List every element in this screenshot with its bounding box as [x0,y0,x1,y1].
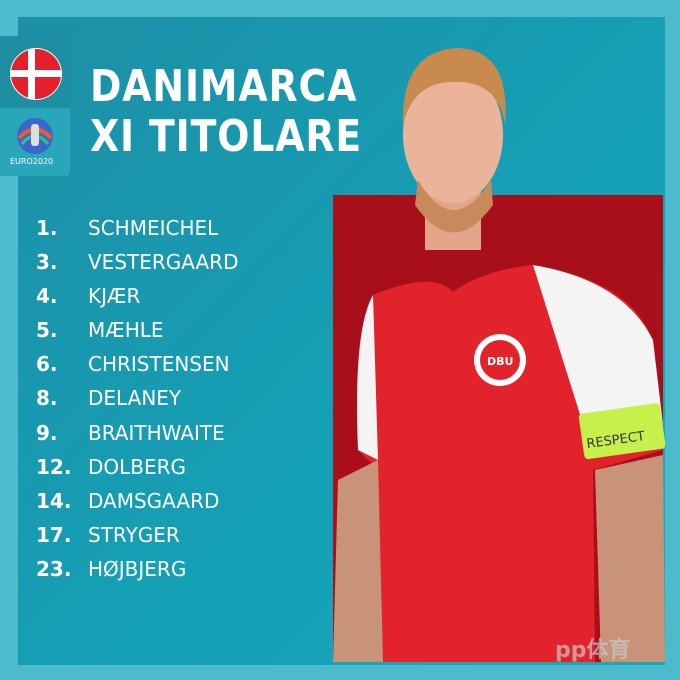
list-item: 6. CHRISTENSEN [36,352,238,386]
page-title: DANIMARCA XI TITOLARE [90,62,362,162]
player-number: 1. [36,216,58,240]
player-name: KJÆR [88,284,141,309]
player-name: DOLBERG [88,454,187,479]
list-item: 8. DELANEY [36,386,238,420]
list-item: 12. DOLBERG [36,455,238,489]
player-name: HØJBJERG [88,556,187,581]
player-number: 12. [36,454,72,479]
player-name: DAMSGAARD [88,488,220,513]
player-name: BRAITHWAITE [88,420,225,445]
player-number: 6. [36,352,58,377]
list-item: 9. BRAITHWAITE [36,421,238,455]
list-item: 14. DAMSGAARD [36,489,238,523]
player-illustration: RESPECT DBU [333,48,665,662]
list-item: 4. KJÆR [36,284,238,318]
watermark-logo: pp体育 [555,638,631,663]
player-number: 8. [36,386,58,411]
player-name: STRYGER [88,522,180,547]
title-line-2: XI TITOLARE [90,111,363,162]
list-item: 1. SCHMEICHEL [36,216,238,250]
player-name: SCHMEICHEL [88,216,219,240]
euro2020-logo-text: EURO2020 [10,157,54,166]
list-item: 5. MÆHLE [36,318,238,352]
player-number: 17. [36,522,72,547]
flag-container [0,36,70,108]
lineup-list: 1. SCHMEICHEL 3. VESTERGAARD 4. KJÆR 5. MÆHL… [36,216,238,591]
player-name: DELANEY [88,386,182,411]
list-item: 3. VESTERGAARD [36,250,238,284]
player-name: CHRISTENSEN [88,352,230,377]
title-line-1: DANIMARCA [90,61,358,112]
player-name: MÆHLE [88,318,164,343]
list-item: 17. STRYGER [36,523,238,557]
euro2020-logo-icon [17,118,53,154]
player-number: 5. [36,318,58,343]
crest-text: DBU [487,355,513,368]
player-number: 9. [36,420,58,445]
denmark-flag-icon [10,48,62,100]
player-number: 3. [36,250,58,275]
player-number: 14. [36,488,72,513]
player-name: VESTERGAARD [88,250,239,275]
badge-tab: EURO2020 [0,36,70,176]
player-number: 23. [36,556,72,581]
list-item: 23. HØJBJERG [36,557,238,591]
player-number: 4. [36,284,58,309]
